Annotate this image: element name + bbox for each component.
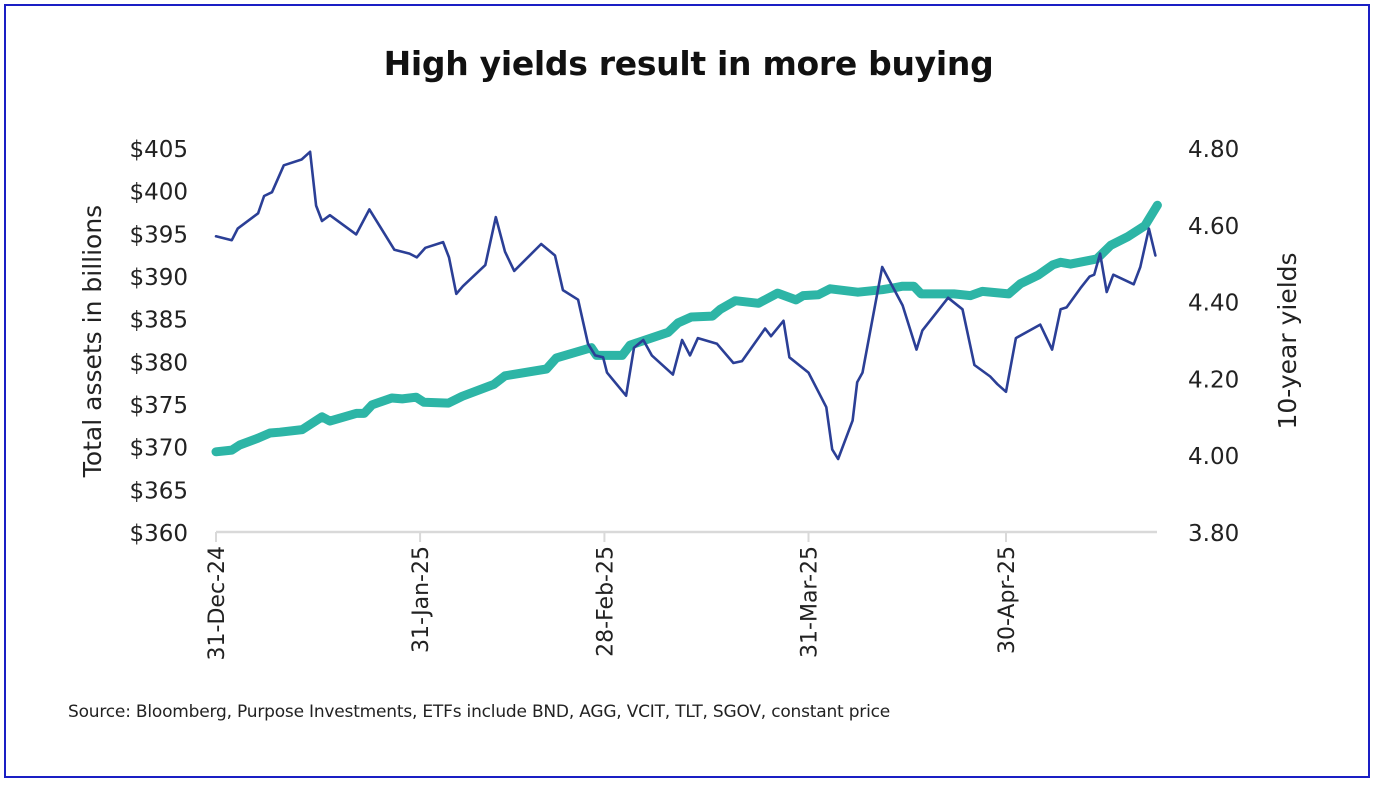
y-right-tick-label: 4.00 [1188, 444, 1239, 470]
y-right-axis-title: 10-year yields [1273, 252, 1302, 429]
x-tick-label: 31-Mar-25 [798, 546, 823, 658]
y-left-tick-label: $395 [129, 222, 188, 248]
x-tick-label: 30-Apr-25 [995, 546, 1020, 654]
y-right-tick-label: 4.60 [1188, 214, 1239, 240]
series-layer [211, 150, 1162, 461]
y-left-tick-label: $370 [129, 436, 188, 462]
source-note: Source: Bloomberg, Purpose Investments, … [68, 702, 891, 722]
y-left-tick-label: $405 [129, 137, 188, 163]
y-left-tick-label: $380 [129, 350, 188, 376]
y-right-axis: 4.80 4.60 4.40 4.20 4.00 3.80 [1188, 137, 1239, 547]
y-left-axis-title: Total assets in billions [78, 205, 107, 478]
y-left-tick-label: $385 [129, 308, 188, 334]
series-line-total-assets [211, 200, 1162, 457]
y-right-tick-label: 4.40 [1188, 291, 1239, 317]
x-tick-label: 31-Jan-25 [409, 546, 434, 653]
x-tick-label: 28-Feb-25 [593, 546, 618, 657]
y-right-tick-label: 3.80 [1188, 521, 1239, 547]
x-tick-label: 31-Dec-24 [205, 546, 230, 660]
chart-title: High yields result in more buying [383, 44, 994, 83]
y-left-tick-label: $390 [129, 265, 188, 291]
chart-frame [4, 4, 1370, 778]
y-right-tick-label: 4.80 [1188, 137, 1239, 163]
y-left-tick-label: $400 [129, 180, 188, 206]
series-line-10yr-yields [214, 150, 1157, 461]
y-left-tick-label: $360 [129, 521, 188, 547]
y-left-tick-label: $375 [129, 393, 188, 419]
x-axis: 31-Dec-24 31-Jan-25 28-Feb-25 31-Mar-25 30-A… [205, 530, 1157, 660]
y-right-tick-label: 4.20 [1188, 367, 1239, 393]
y-left-axis: $405 $400 $395 $390 $385 $380 $375 $370 $365 $360 [129, 137, 188, 547]
y-left-tick-label: $365 [129, 478, 188, 504]
